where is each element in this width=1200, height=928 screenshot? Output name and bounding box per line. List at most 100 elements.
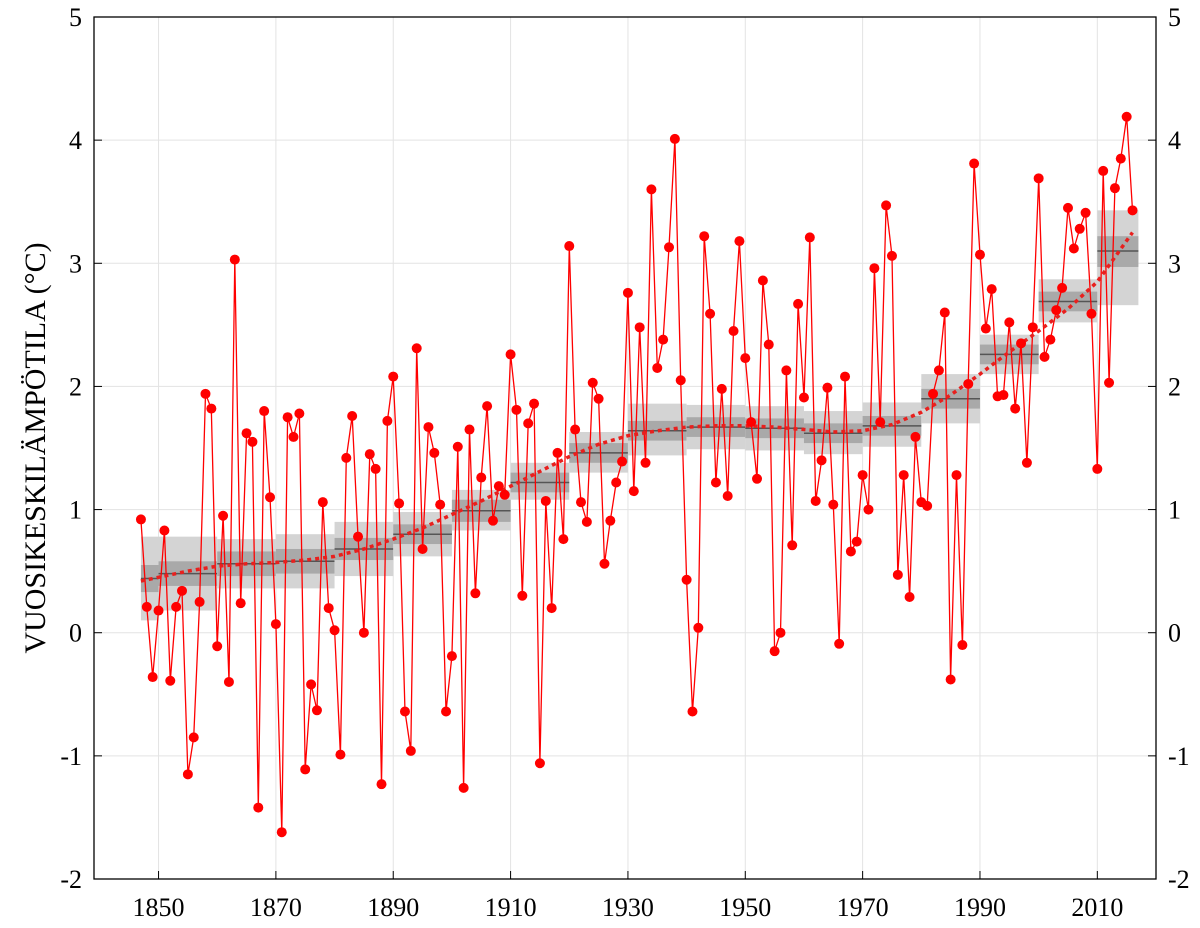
data-point — [306, 679, 317, 690]
data-point — [417, 543, 428, 554]
data-point — [229, 254, 240, 265]
data-point — [734, 236, 745, 247]
data-point — [728, 326, 739, 337]
data-point — [153, 605, 164, 616]
data-point — [605, 515, 616, 526]
data-point — [828, 499, 839, 510]
data-point — [570, 424, 581, 435]
data-point — [693, 622, 704, 633]
y-tick-label-right: 0 — [1168, 619, 1181, 648]
data-point — [740, 353, 751, 364]
y-tick-label-right: 5 — [1168, 3, 1181, 32]
y-tick-label-left: 4 — [69, 126, 82, 155]
data-point — [159, 525, 170, 536]
data-point — [980, 323, 991, 334]
data-point — [1004, 317, 1015, 328]
data-point — [517, 590, 528, 601]
data-point — [652, 362, 663, 373]
data-point — [499, 489, 510, 500]
data-point — [347, 410, 358, 421]
data-point — [998, 390, 1009, 401]
data-point — [634, 322, 645, 333]
data-point — [1115, 153, 1126, 164]
y-axis-label: VUOSIKESKILÄMPÖTILA (°C) — [19, 242, 52, 653]
data-point — [617, 456, 628, 467]
data-point — [658, 334, 669, 345]
data-point — [423, 422, 434, 433]
data-point — [540, 495, 551, 506]
data-point — [793, 298, 804, 309]
data-point — [546, 603, 557, 614]
data-point — [781, 365, 792, 376]
data-point — [458, 782, 469, 793]
data-point — [974, 249, 985, 260]
data-point — [253, 802, 264, 813]
y-tick-label-right: 4 — [1168, 126, 1181, 155]
x-tick-label: 2010 — [1071, 893, 1123, 922]
data-point — [1068, 243, 1079, 254]
data-point — [863, 504, 874, 515]
data-point — [822, 382, 833, 393]
data-point — [875, 417, 886, 428]
data-point — [523, 418, 534, 429]
data-point — [476, 472, 487, 483]
data-point — [1039, 351, 1050, 362]
data-point — [335, 749, 346, 760]
data-point — [933, 365, 944, 376]
data-point — [317, 497, 328, 508]
data-point — [364, 449, 375, 460]
data-point — [177, 585, 188, 596]
data-point — [464, 424, 475, 435]
data-point — [288, 431, 299, 442]
data-point — [628, 486, 639, 497]
data-point — [200, 388, 211, 399]
y-tick-label-right: 3 — [1168, 249, 1181, 278]
annual-points — [135, 111, 1138, 838]
data-point — [558, 534, 569, 545]
data-point — [529, 398, 540, 409]
data-point — [212, 641, 223, 652]
data-point — [265, 492, 276, 503]
data-point — [986, 284, 997, 295]
data-point — [881, 200, 892, 211]
data-point — [1062, 202, 1073, 213]
trend-line — [140, 231, 1134, 583]
data-point — [482, 401, 493, 412]
data-point — [394, 498, 405, 509]
data-point — [816, 455, 827, 466]
data-point — [147, 672, 158, 683]
data-point — [1051, 305, 1062, 316]
x-axis: 1850 1870 1890 1910 1930 1950 1970 1990 2010 — [133, 871, 1123, 922]
plot-frame — [93, 16, 1157, 880]
annual-series — [140, 116, 1134, 833]
data-point — [699, 231, 710, 242]
data-point — [1080, 207, 1091, 218]
data-point — [534, 758, 545, 769]
data-point — [810, 495, 821, 506]
data-point — [1016, 338, 1027, 349]
data-point — [171, 601, 182, 612]
data-point — [1027, 322, 1038, 333]
x-tick-label: 1870 — [250, 893, 302, 922]
data-point — [886, 250, 897, 261]
data-point — [904, 592, 915, 603]
data-point — [599, 558, 610, 569]
data-point — [452, 441, 463, 452]
data-point — [798, 392, 809, 403]
data-point — [834, 638, 845, 649]
data-point — [1092, 463, 1103, 474]
data-point — [716, 383, 727, 394]
data-point — [470, 588, 481, 599]
data-point — [646, 184, 657, 195]
data-point — [487, 515, 498, 526]
data-point — [963, 378, 974, 389]
data-point — [182, 769, 193, 780]
data-point — [587, 377, 598, 388]
data-point — [1109, 183, 1120, 194]
x-tick-label: 1930 — [602, 893, 654, 922]
data-point — [752, 473, 763, 484]
y-tick-label-right: 2 — [1168, 372, 1181, 401]
x-tick-label: 1850 — [133, 893, 185, 922]
y-tick-label-right: -2 — [1168, 865, 1190, 894]
